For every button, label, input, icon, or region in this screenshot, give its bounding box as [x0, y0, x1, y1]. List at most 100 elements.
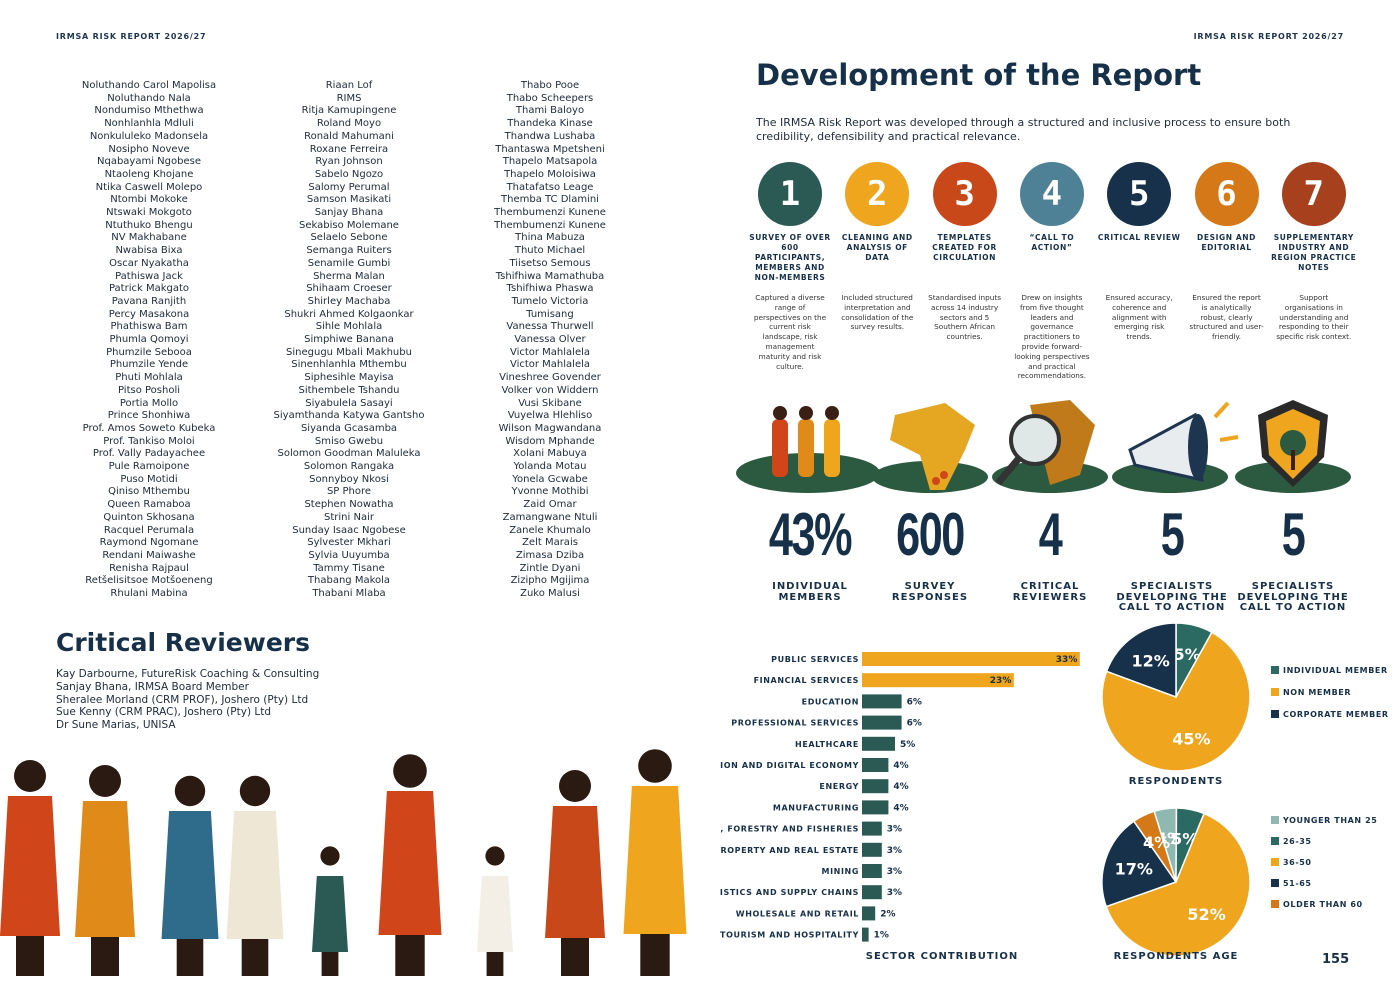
slice-label: 17%: [1115, 859, 1153, 878]
value-label: 5%: [900, 740, 915, 750]
pie-slice: [1132, 810, 1177, 883]
name: Zaid Omar: [523, 499, 577, 511]
value-label: 4%: [893, 803, 908, 813]
legs: [91, 937, 119, 976]
value-label: 1%: [874, 931, 889, 941]
name: Percy Masakona: [108, 308, 190, 320]
head: [174, 775, 206, 807]
name: Vusi Skibane: [518, 397, 582, 409]
name: Sinegugu Mbali Makhubu: [286, 346, 412, 358]
head: [485, 846, 505, 866]
bar-label: MANUFACTURING: [773, 803, 859, 812]
pie-slice: [1101, 820, 1178, 908]
name: Themba TC Dlamini: [501, 194, 599, 206]
name: Thembumenzi Kunene: [494, 207, 606, 218]
legend-label: CORPORATE MEMBER: [1283, 710, 1389, 719]
name: Sylvia Uuyumba: [308, 549, 390, 561]
value-label: 6%: [907, 697, 922, 707]
name: Roxane Ferreira: [309, 143, 389, 155]
legend-swatch: [1271, 816, 1279, 824]
name: Sanjay Bhana: [314, 207, 384, 218]
name: Thabang Makola: [307, 575, 391, 587]
reviewer: Sue Kenny (CRM PRAC), Joshero (Pty) Ltd: [56, 706, 272, 719]
name: Ntaoleng Khojane: [104, 168, 194, 180]
name: Oscar Nyakatha: [109, 257, 189, 269]
step-number: 2: [845, 162, 910, 226]
legs: [16, 936, 44, 976]
bar-label: TOURISM AND HOSPITALITY: [720, 931, 859, 940]
slice-label: 5%: [1174, 645, 1201, 664]
name: Nqabayami Ngobese: [97, 156, 201, 168]
step-text: Drew on insights from five thought leade…: [1014, 293, 1090, 381]
name: Sunday Isaac Ngobese: [292, 524, 406, 536]
bar-label: EDUCATION: [802, 697, 859, 706]
name: Zintle Dyani: [519, 562, 581, 574]
step-title: DESIGN AND EDITORIAL: [1197, 233, 1256, 252]
step-text: Ensured accuracy, coherence and alignmen…: [1105, 293, 1173, 342]
name: Stephen Nowatha: [304, 499, 394, 511]
legs: [176, 939, 204, 976]
step-number: 6: [1194, 162, 1259, 226]
bar: [862, 906, 876, 921]
bar: [862, 821, 882, 836]
stat-label: SPECIALISTS DEVELOPING THE CALL TO ACTIO…: [1116, 581, 1228, 613]
stat-label: SPECIALISTS DEVELOPING THE CALL TO ACTIO…: [1237, 581, 1349, 613]
name: Zimasa Dziba: [515, 549, 585, 561]
name: Racquel Perumala: [103, 524, 195, 536]
name: Simphiwe Banana: [304, 334, 394, 345]
name: Rhulani Mabina: [110, 588, 188, 599]
value-label: 4%: [893, 782, 908, 792]
value-label: 33%: [1056, 655, 1078, 665]
name: Tiisetso Semous: [509, 257, 591, 269]
name: Phathiswa Bam: [110, 321, 188, 333]
head: [320, 846, 340, 866]
name: Pavana Ranjith: [111, 295, 187, 307]
name: Raymond Ngomane: [99, 537, 199, 549]
name: Thapelo Matsapola: [502, 156, 598, 168]
name: Nonhlanhla Mdluli: [104, 118, 194, 130]
name: Solomon Rangaka: [303, 461, 395, 472]
legend-swatch: [1271, 666, 1279, 674]
name: Pitso Posholi: [117, 384, 181, 396]
step-title: “CALL TO ACTION”: [1029, 233, 1075, 252]
value-label: 3%: [887, 825, 902, 835]
name: Thembumenzi Kunene: [494, 219, 606, 231]
name: Volker von Widdern: [501, 384, 599, 396]
stat-value: 600: [896, 501, 965, 568]
people-illustration: [0, 749, 687, 976]
stat-value: 5: [1281, 501, 1306, 568]
name: Ntombi Mokoke: [110, 194, 188, 206]
name: Ronald Mahumani: [304, 130, 394, 142]
bar: [862, 842, 882, 857]
charts: PUBLIC SERVICES 33% FINANCIAL SERVICES 23% E…: [720, 622, 1389, 962]
name: Thami Baloyo: [515, 105, 585, 117]
name: Portia Mollo: [119, 397, 179, 409]
head: [14, 760, 46, 792]
body: [161, 811, 219, 939]
name: Sithembele Tshandu: [298, 384, 400, 396]
bar: [862, 864, 882, 878]
legend-swatch: [1271, 858, 1279, 866]
bar: [862, 715, 902, 730]
legend-label: NON MEMBER: [1283, 688, 1351, 697]
name: Semanga Ruiters: [306, 245, 392, 257]
name: SP Phore: [326, 486, 372, 498]
magnifier-icon: [992, 400, 1108, 493]
name: Retšelisitsoe Motšoeneng: [85, 575, 213, 587]
reviewer: Sheralee Morland (CRM PROF), Joshero (Pt…: [56, 693, 309, 706]
bar: [862, 800, 889, 815]
legend-swatch: [1271, 879, 1279, 887]
name: Ntswaki Mokgoto: [106, 207, 192, 218]
name: Thabani Mlaba: [312, 588, 386, 599]
name: Xolani Mabuya: [513, 448, 587, 460]
value-label: 23%: [990, 676, 1012, 686]
bar-label: PUBLIC SERVICES: [771, 655, 859, 664]
legend-swatch: [1271, 837, 1279, 845]
legend-label: 36-50: [1283, 858, 1312, 867]
chart-title: RESPONDENTS AGE: [1114, 951, 1239, 962]
name: Salomy Perumal: [308, 181, 390, 193]
name: Phumzile Yende: [109, 359, 189, 371]
name: Zuko Malusi: [520, 588, 580, 599]
value-label: 6%: [907, 719, 922, 729]
legs: [321, 952, 339, 976]
